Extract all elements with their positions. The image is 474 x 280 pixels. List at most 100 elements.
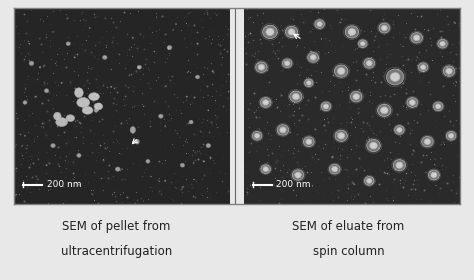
Ellipse shape	[337, 133, 345, 139]
Ellipse shape	[306, 81, 311, 85]
Ellipse shape	[433, 102, 443, 111]
Ellipse shape	[321, 102, 331, 111]
Ellipse shape	[280, 127, 286, 133]
Ellipse shape	[292, 170, 304, 180]
Ellipse shape	[366, 60, 372, 66]
Ellipse shape	[304, 79, 313, 87]
Ellipse shape	[292, 94, 299, 100]
Ellipse shape	[284, 61, 290, 66]
Ellipse shape	[418, 63, 428, 72]
Ellipse shape	[335, 130, 347, 141]
Ellipse shape	[78, 184, 80, 186]
Ellipse shape	[263, 100, 269, 105]
Text: spin column: spin column	[312, 246, 384, 258]
Ellipse shape	[308, 52, 319, 62]
Ellipse shape	[379, 23, 390, 33]
Ellipse shape	[360, 41, 365, 46]
Ellipse shape	[100, 145, 101, 146]
Ellipse shape	[381, 107, 388, 114]
Ellipse shape	[143, 106, 145, 107]
Ellipse shape	[132, 37, 134, 39]
Ellipse shape	[39, 66, 41, 68]
Ellipse shape	[381, 25, 387, 31]
Ellipse shape	[266, 28, 274, 36]
Ellipse shape	[263, 167, 268, 172]
Ellipse shape	[386, 69, 404, 85]
Ellipse shape	[295, 172, 301, 178]
Ellipse shape	[137, 65, 141, 69]
Ellipse shape	[89, 27, 91, 29]
Ellipse shape	[390, 73, 400, 81]
Ellipse shape	[397, 127, 402, 132]
Ellipse shape	[396, 162, 403, 168]
Ellipse shape	[24, 135, 26, 137]
Ellipse shape	[82, 106, 93, 114]
Ellipse shape	[94, 103, 103, 110]
Ellipse shape	[310, 55, 316, 60]
Ellipse shape	[448, 133, 454, 138]
Ellipse shape	[348, 29, 356, 35]
Ellipse shape	[350, 91, 362, 102]
Ellipse shape	[52, 31, 54, 32]
Ellipse shape	[66, 42, 70, 46]
Ellipse shape	[208, 109, 209, 111]
Ellipse shape	[285, 26, 298, 38]
Ellipse shape	[283, 59, 292, 68]
Ellipse shape	[377, 104, 391, 116]
Ellipse shape	[28, 43, 30, 45]
Ellipse shape	[428, 170, 439, 180]
Ellipse shape	[167, 45, 172, 50]
Ellipse shape	[329, 164, 340, 174]
Ellipse shape	[186, 96, 188, 97]
Ellipse shape	[146, 159, 150, 163]
Ellipse shape	[315, 20, 324, 29]
Ellipse shape	[323, 104, 329, 109]
Ellipse shape	[261, 165, 271, 174]
Ellipse shape	[436, 104, 441, 109]
Ellipse shape	[56, 118, 68, 127]
Ellipse shape	[29, 61, 34, 66]
Ellipse shape	[77, 98, 90, 108]
Ellipse shape	[115, 167, 120, 171]
Ellipse shape	[203, 160, 205, 162]
Ellipse shape	[121, 169, 123, 170]
Ellipse shape	[431, 172, 437, 178]
Text: 200 nm: 200 nm	[276, 180, 311, 189]
Ellipse shape	[411, 32, 422, 43]
Ellipse shape	[367, 139, 380, 152]
Ellipse shape	[35, 96, 37, 97]
Ellipse shape	[353, 94, 359, 100]
Ellipse shape	[440, 41, 445, 46]
Ellipse shape	[154, 51, 155, 52]
Ellipse shape	[206, 144, 210, 148]
Ellipse shape	[413, 35, 420, 41]
Ellipse shape	[61, 82, 63, 84]
Ellipse shape	[164, 180, 166, 182]
Text: SEM of eluate from: SEM of eluate from	[292, 220, 404, 233]
Ellipse shape	[364, 58, 374, 68]
Ellipse shape	[303, 137, 314, 147]
Ellipse shape	[132, 141, 134, 142]
Ellipse shape	[110, 86, 112, 88]
Ellipse shape	[393, 160, 406, 171]
Ellipse shape	[290, 91, 302, 102]
Ellipse shape	[212, 70, 214, 72]
Ellipse shape	[332, 166, 337, 172]
Ellipse shape	[51, 144, 55, 148]
Ellipse shape	[180, 163, 184, 167]
Ellipse shape	[102, 55, 107, 59]
Ellipse shape	[424, 139, 431, 144]
Ellipse shape	[130, 127, 136, 133]
Ellipse shape	[334, 65, 348, 77]
Ellipse shape	[447, 131, 456, 140]
Ellipse shape	[317, 22, 322, 27]
Ellipse shape	[45, 89, 49, 93]
Ellipse shape	[54, 112, 61, 120]
Ellipse shape	[345, 26, 359, 38]
Ellipse shape	[394, 125, 404, 134]
Ellipse shape	[252, 131, 262, 140]
Ellipse shape	[288, 29, 295, 35]
Ellipse shape	[446, 68, 452, 74]
Ellipse shape	[306, 139, 312, 144]
Ellipse shape	[94, 108, 98, 112]
